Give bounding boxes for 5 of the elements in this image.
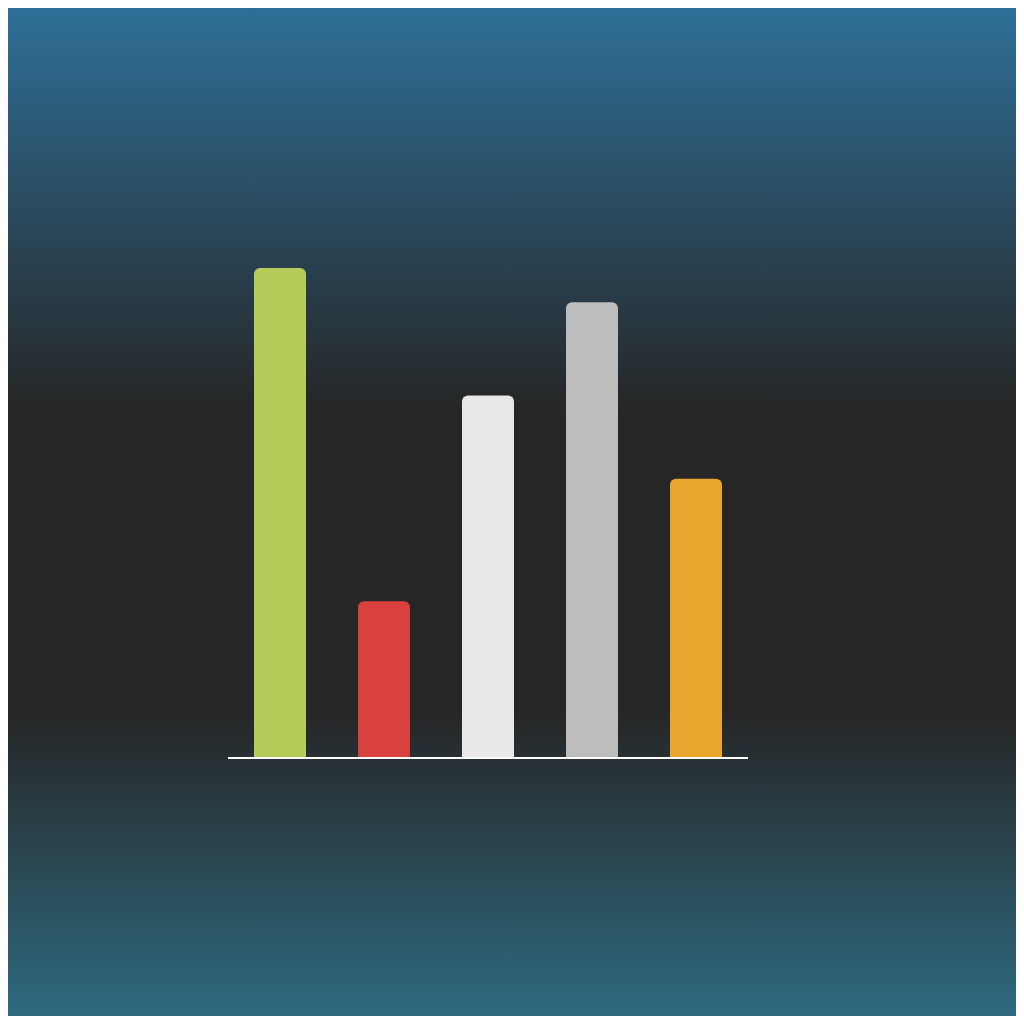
bar	[670, 478, 722, 758]
bar	[358, 601, 410, 758]
bar	[254, 268, 306, 758]
bar	[566, 302, 618, 758]
bar	[462, 395, 514, 758]
